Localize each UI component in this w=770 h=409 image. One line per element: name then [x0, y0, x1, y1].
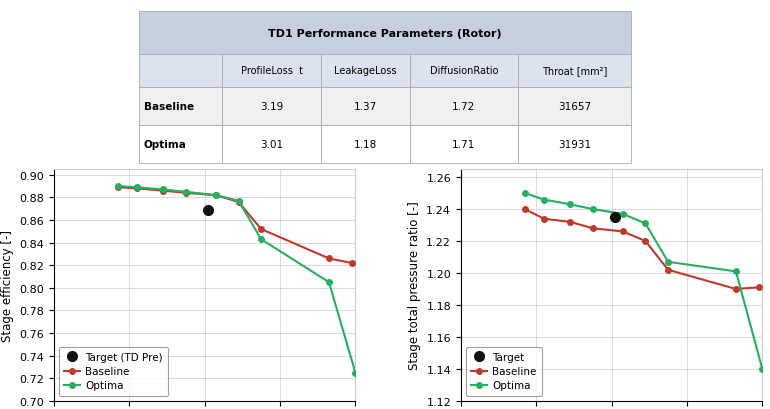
Optima: [132, 185, 142, 190]
Text: 31657: 31657: [558, 102, 591, 112]
Y-axis label: Stage total pressure ratio [-]: Stage total pressure ratio [-]: [407, 201, 420, 369]
Baseline: [256, 227, 266, 232]
Line: Baseline: Baseline: [522, 207, 762, 292]
Optima: [618, 212, 628, 217]
Baseline: [159, 189, 168, 193]
FancyBboxPatch shape: [223, 88, 321, 126]
Line: Baseline: Baseline: [116, 185, 354, 266]
Text: 3.19: 3.19: [260, 102, 283, 112]
Baseline: [234, 200, 243, 205]
Optima: [234, 199, 243, 204]
Text: 1.37: 1.37: [353, 102, 377, 112]
Optima: [521, 191, 530, 196]
FancyBboxPatch shape: [518, 88, 631, 126]
FancyBboxPatch shape: [410, 126, 518, 164]
FancyBboxPatch shape: [139, 126, 223, 164]
Line: Optima: Optima: [522, 191, 765, 372]
Optima: [350, 370, 360, 375]
Text: 1.18: 1.18: [353, 140, 377, 150]
Baseline: [565, 220, 574, 225]
Optima: [565, 202, 574, 207]
Text: 1.71: 1.71: [452, 140, 475, 150]
FancyBboxPatch shape: [518, 55, 631, 88]
Baseline: [181, 191, 190, 196]
Baseline: [539, 217, 548, 222]
Text: TD1 Performance Parameters (Rotor): TD1 Performance Parameters (Rotor): [268, 29, 502, 38]
Text: 3.01: 3.01: [260, 140, 283, 150]
Line: Optima: Optima: [116, 184, 358, 375]
Optima: [256, 237, 266, 242]
Baseline: [588, 226, 598, 231]
Text: Baseline: Baseline: [143, 102, 193, 112]
FancyBboxPatch shape: [139, 12, 631, 55]
Text: Throat [mm²]: Throat [mm²]: [542, 66, 608, 76]
Optima: [324, 280, 333, 285]
Optima: [159, 188, 168, 193]
Baseline: [113, 185, 122, 190]
FancyBboxPatch shape: [321, 55, 410, 88]
FancyBboxPatch shape: [321, 126, 410, 164]
Y-axis label: Stage efficiency [-]: Stage efficiency [-]: [1, 229, 14, 341]
Optima: [113, 184, 122, 189]
Baseline: [664, 267, 673, 272]
Optima: [641, 221, 650, 226]
Text: DiffusionRatio: DiffusionRatio: [430, 66, 498, 76]
FancyBboxPatch shape: [139, 88, 223, 126]
Baseline: [324, 256, 333, 261]
Baseline: [521, 207, 530, 212]
Text: 31931: 31931: [558, 140, 591, 150]
Optima: [211, 193, 220, 198]
Optima: [181, 190, 190, 195]
Text: 1.72: 1.72: [452, 102, 475, 112]
FancyBboxPatch shape: [321, 88, 410, 126]
Baseline: [754, 285, 763, 290]
Text: LeakageLoss: LeakageLoss: [334, 66, 397, 76]
FancyBboxPatch shape: [223, 126, 321, 164]
FancyBboxPatch shape: [410, 88, 518, 126]
Baseline: [211, 193, 220, 198]
FancyBboxPatch shape: [139, 55, 223, 88]
Baseline: [132, 187, 142, 191]
Optima: [588, 207, 598, 212]
Optima: [732, 269, 741, 274]
Optima: [758, 366, 767, 371]
Legend: Target, Baseline, Optima: Target, Baseline, Optima: [466, 347, 541, 396]
Text: Optima: Optima: [143, 140, 186, 150]
Legend: Target (TD Pre), Baseline, Optima: Target (TD Pre), Baseline, Optima: [59, 347, 168, 396]
Text: ProfileLoss  t: ProfileLoss t: [241, 66, 303, 76]
FancyBboxPatch shape: [410, 55, 518, 88]
Optima: [539, 198, 548, 202]
Baseline: [618, 229, 628, 234]
FancyBboxPatch shape: [518, 126, 631, 164]
Baseline: [641, 239, 650, 244]
FancyBboxPatch shape: [223, 55, 321, 88]
Optima: [664, 260, 673, 265]
Baseline: [347, 261, 357, 266]
Baseline: [732, 287, 741, 292]
